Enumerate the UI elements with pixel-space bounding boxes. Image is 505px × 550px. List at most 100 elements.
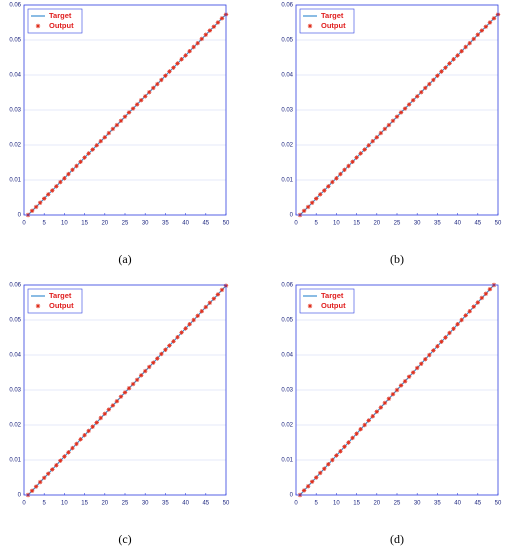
marker-shape	[187, 322, 192, 327]
output-point	[126, 386, 132, 391]
x-tick-label: 45	[474, 501, 481, 507]
output-point	[33, 484, 39, 489]
output-point	[487, 20, 493, 25]
marker-shape	[118, 118, 124, 124]
marker-shape	[459, 49, 464, 54]
output-point	[471, 304, 476, 309]
marker-shape	[346, 440, 351, 445]
marker-shape	[318, 192, 323, 197]
marker-shape	[126, 386, 132, 391]
output-point	[382, 400, 388, 406]
output-point	[346, 440, 351, 445]
x-tick-label: 35	[434, 501, 441, 507]
marker-shape	[334, 453, 339, 458]
output-point	[155, 81, 160, 87]
output-point	[207, 28, 213, 33]
legend-box	[299, 8, 355, 34]
marker-shape	[183, 326, 188, 331]
marker-shape	[187, 49, 192, 54]
output-point	[171, 65, 176, 70]
marker-shape	[82, 155, 87, 160]
y-tick-label: 0.05	[281, 38, 293, 44]
x-tick-label: 50	[223, 501, 230, 507]
marker-shape	[334, 176, 339, 181]
marker-shape	[309, 479, 315, 484]
output-point	[483, 291, 489, 296]
marker-shape	[451, 57, 456, 62]
marker-shape	[130, 106, 136, 111]
marker-shape	[366, 418, 371, 423]
output-point	[199, 309, 204, 314]
x-tick-label: 50	[495, 501, 502, 507]
output-point	[346, 163, 351, 169]
marker-shape	[326, 184, 331, 189]
marker-shape	[439, 339, 444, 344]
output-point	[402, 106, 408, 111]
marker-shape	[305, 484, 311, 489]
output-point	[90, 424, 95, 429]
output-point	[37, 200, 43, 205]
x-tick-label: 5	[43, 501, 47, 507]
marker-shape	[203, 304, 208, 310]
output-point	[219, 287, 225, 293]
output-point	[390, 392, 396, 397]
marker-shape	[50, 467, 55, 472]
output-point	[134, 377, 140, 383]
output-point	[147, 89, 152, 95]
output-point	[455, 322, 460, 327]
output-point	[106, 407, 112, 412]
marker-shape	[362, 147, 367, 152]
output-point	[334, 453, 339, 458]
output-point	[143, 368, 148, 374]
marker-shape	[207, 28, 213, 33]
marker-shape	[195, 313, 200, 318]
output-point	[102, 411, 107, 416]
y-tick-label: 0.04	[9, 73, 21, 79]
x-tick-label: 0	[22, 501, 26, 507]
output-point	[402, 379, 408, 384]
x-tick-label: 20	[101, 501, 108, 507]
marker-shape	[398, 110, 404, 115]
x-tick-label: 40	[182, 221, 189, 227]
output-point	[110, 126, 116, 132]
x-tick-label: 20	[101, 221, 108, 227]
output-point	[50, 467, 55, 472]
output-point	[151, 85, 156, 91]
marker-shape	[491, 16, 497, 21]
output-point	[350, 435, 355, 441]
x-tick-label: 45	[202, 221, 209, 227]
marker-shape	[402, 106, 408, 111]
output-point	[455, 53, 460, 58]
marker-shape	[78, 437, 83, 442]
output-point	[406, 102, 412, 107]
marker-shape	[114, 399, 120, 404]
marker-shape	[402, 379, 408, 384]
marker-shape	[171, 339, 176, 344]
x-tick-label: 35	[434, 221, 441, 227]
marker-shape	[29, 208, 35, 213]
output-point	[415, 365, 420, 371]
y-tick-label: 0.02	[281, 143, 293, 149]
marker-shape	[483, 291, 489, 296]
marker-shape	[451, 326, 456, 331]
output-point	[37, 479, 43, 485]
subplot: 0 0.01 0.02 0.03 0.04 0.05 0.06 0 5 10 15 20 25 30 35 4…	[281, 3, 502, 266]
output-point	[155, 356, 160, 361]
output-point	[398, 383, 404, 388]
output-point	[354, 431, 359, 436]
output-point	[102, 135, 107, 140]
marker-shape	[362, 422, 367, 428]
marker-shape	[431, 348, 436, 353]
output-point	[435, 344, 440, 349]
x-tick-label: 10	[61, 221, 68, 227]
legend-box	[27, 8, 83, 34]
x-tick-label: 40	[454, 221, 461, 227]
marker-shape	[175, 334, 180, 340]
y-tick-label: 0.03	[9, 108, 21, 114]
output-point	[415, 94, 420, 99]
y-tick-label: 0.06	[281, 3, 293, 9]
output-point	[439, 339, 444, 344]
output-point	[159, 351, 164, 357]
marker-shape	[390, 118, 396, 124]
output-point	[475, 300, 480, 305]
